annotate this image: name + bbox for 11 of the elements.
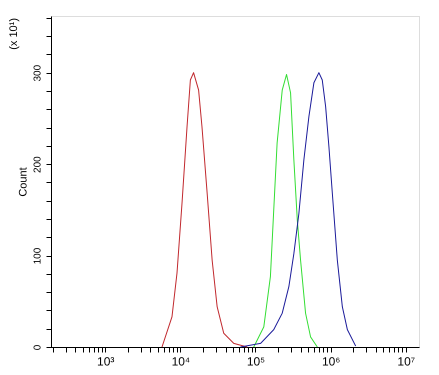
x-tick-label: 10⁶: [322, 354, 340, 368]
text: (x 10¹): [8, 18, 20, 50]
y-tick-label: 300: [32, 64, 44, 82]
y-tick-label: 200: [32, 156, 44, 173]
y-axis-title: Count: [18, 167, 30, 197]
y-tick-label: 100: [32, 247, 44, 264]
x-tick-label: 10⁵: [246, 354, 266, 368]
y-tick-label: 0: [32, 344, 44, 350]
x-tick-label: 10⁷: [397, 354, 416, 368]
x-tick-label: 10⁴: [172, 354, 190, 368]
x-tick-label: 10³: [97, 354, 114, 368]
